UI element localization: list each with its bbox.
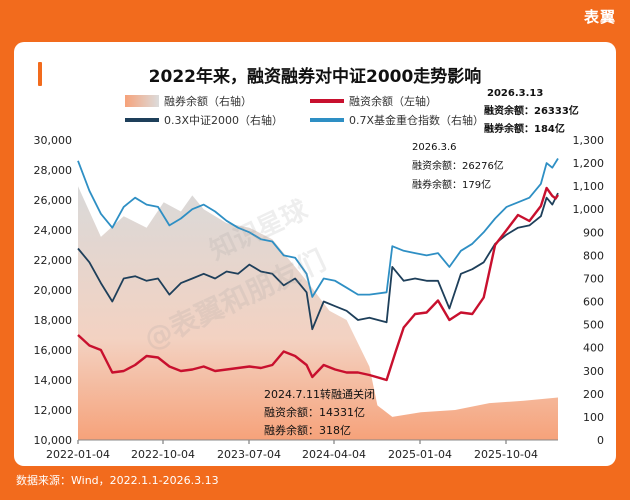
annotation-2024-7-11: 2024.7.11转融通关闭 融资余额：14331亿 融券余额：318亿 [264, 387, 375, 437]
title-accent-bar [38, 62, 42, 86]
legend-swatch-fund [310, 118, 344, 122]
y-right-tick-label: 800 [583, 249, 604, 262]
annotation-2026-3-13-financing: 融资余额：26333亿 [484, 104, 579, 117]
annotation-2024-financing: 融资余额：14331亿 [264, 405, 365, 419]
legend-label-securities: 融券余额（右轴） [164, 94, 252, 108]
legend-swatch-financing [310, 99, 344, 103]
x-tick-label: 2024-04-04 [302, 448, 366, 461]
y-right-tick-label: 300 [583, 365, 604, 378]
y-right-tick-label: 200 [583, 388, 604, 401]
y-right-tick-label: 600 [583, 296, 604, 309]
y-left-tick-label: 12,000 [34, 404, 73, 417]
axes: 10,000 12,000 14,000 16,000 18,000 20,000 22,0… [34, 134, 605, 461]
annotation-2026-3-13-date: 2026.3.13 [487, 88, 543, 99]
legend-swatch-index [125, 118, 159, 122]
annotation-2026-3-6-financing: 融资余额：26276亿 [412, 159, 504, 172]
y-right-tick-label: 400 [583, 342, 604, 355]
y-left-tick-label: 18,000 [34, 314, 73, 327]
annotation-2026-3-6-date: 2026.3.6 [412, 142, 457, 153]
x-tick-label: 2025-01-04 [388, 448, 452, 461]
brand-logo: 表翼 [583, 8, 616, 26]
y-right-tick-label: 1,000 [573, 203, 605, 216]
legend-label-index: 0.3X中证2000（右轴） [164, 113, 283, 127]
chart-title: 2022年来，融资融券对中证2000走势影响 [148, 67, 482, 87]
annotation-2026-3-6-securities: 融券余额：179亿 [412, 178, 491, 191]
y-left-tick-label: 28,000 [34, 164, 73, 177]
annotation-2026-3-13-securities: 融券余额：184亿 [484, 122, 565, 135]
y-left-tick-label: 26,000 [34, 194, 73, 207]
data-source-note: 数据来源：Wind，2022.1.1-2026.3.13 [16, 474, 219, 487]
series-line-fund [77, 158, 559, 298]
y-right-tick-label: 1,200 [573, 157, 605, 170]
legend-label-fund: 0.7X基金重仓指数（右轴） [349, 113, 484, 127]
x-tick-label: 2022-10-04 [131, 448, 195, 461]
x-tick-label: 2023-07-04 [217, 448, 281, 461]
y-right-tick-label: 500 [583, 319, 604, 332]
annotation-2024-securities: 融券余额：318亿 [264, 423, 351, 437]
y-right-tick-label: 0 [597, 434, 604, 447]
annotation-2026-3-6: 2026.3.6 融资余额：26276亿 融券余额：179亿 [412, 142, 504, 191]
series-line-financing [77, 186, 560, 382]
y-right-tick-label: 1,300 [573, 134, 605, 147]
y-left-tick-label: 14,000 [34, 374, 73, 387]
y-left-tick-label: 30,000 [34, 134, 73, 147]
y-left-tick-label: 10,000 [34, 434, 73, 447]
legend: 融券余额（右轴） 融资余额（左轴） 0.3X中证2000（右轴） 0.7X基金重… [125, 94, 484, 127]
y-right-tick-label: 1,100 [573, 180, 605, 193]
annotation-2026-3-13: 2026.3.13 融资余额：26333亿 融券余额：184亿 [484, 88, 579, 135]
series-line-index [77, 192, 559, 331]
y-left-tick-label: 24,000 [34, 224, 73, 237]
x-tick-label: 2022-01-04 [46, 448, 110, 461]
legend-swatch-securities [125, 95, 159, 107]
x-tick-label: 2025-10-04 [474, 448, 538, 461]
y-right-tick-label: 900 [583, 226, 604, 239]
y-left-tick-label: 22,000 [34, 254, 73, 267]
y-left-tick-label: 16,000 [34, 344, 73, 357]
annotation-2024-date: 2024.7.11转融通关闭 [264, 387, 375, 401]
y-right-tick-label: 100 [583, 411, 604, 424]
legend-label-financing: 融资余额（左轴） [349, 94, 437, 108]
y-right-tick-label: 700 [583, 272, 604, 285]
y-left-tick-label: 20,000 [34, 284, 73, 297]
plot-area [77, 158, 560, 440]
